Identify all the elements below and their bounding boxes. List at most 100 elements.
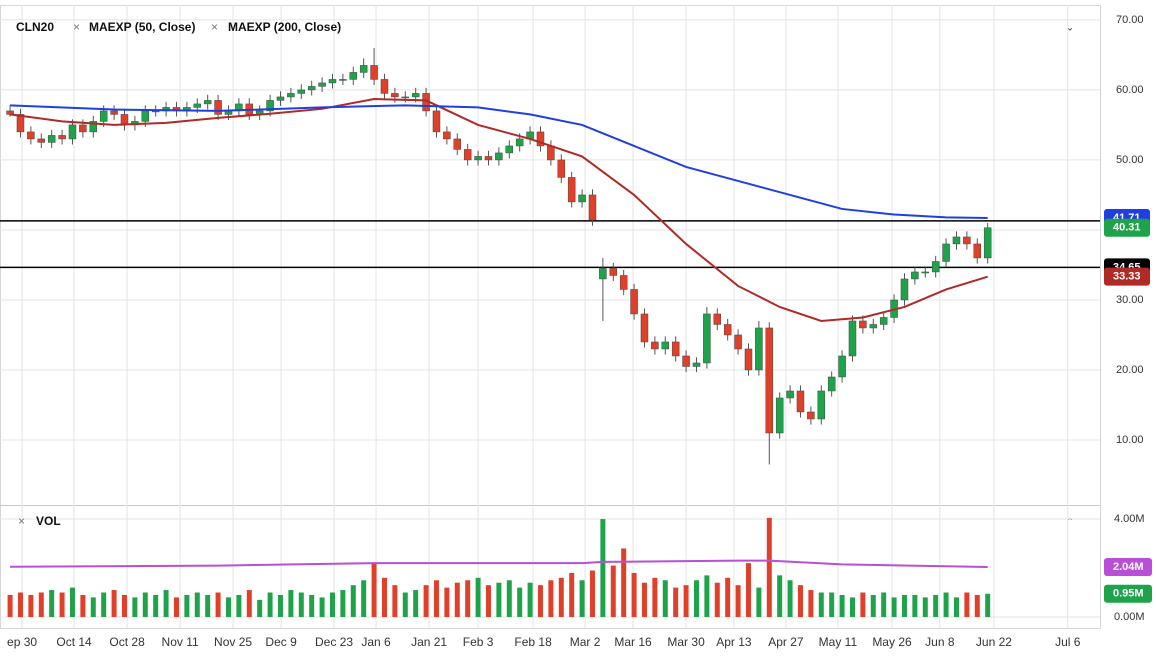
- price-tag: [1104, 558, 1152, 577]
- candle-body: [775, 397, 784, 434]
- ma-line: [9, 98, 988, 322]
- volume-bar: [579, 580, 585, 617]
- y-tick-label: 0.00M: [1114, 611, 1145, 623]
- volume-ma-line: [10, 559, 988, 569]
- remove-icon[interactable]: ×: [73, 20, 80, 34]
- symbol[interactable]: CLN20: [16, 20, 54, 34]
- volume-bar: [704, 575, 710, 617]
- candle-body: [723, 324, 732, 336]
- ma-line: [10, 104, 988, 219]
- expand-icon[interactable]: ˆ: [1068, 516, 1072, 530]
- candle-body: [755, 327, 763, 371]
- volume-bar: [641, 582, 647, 617]
- candle-body: [318, 82, 326, 87]
- y-tick-label: 30.00: [1116, 294, 1144, 306]
- candle-body: [214, 100, 222, 115]
- y-tick-label: 20.00: [1116, 364, 1144, 376]
- candle-body: [443, 131, 451, 140]
- volume-bar: [517, 587, 523, 617]
- volume-bar: [423, 585, 429, 617]
- candle-body: [141, 110, 150, 122]
- x-tick-label: Dec 9: [265, 635, 297, 649]
- x-tick-label: Mar 16: [614, 635, 652, 649]
- candle-body: [359, 65, 368, 73]
- candle-body: [765, 327, 774, 434]
- volume-bar: [309, 594, 315, 617]
- candle-body: [651, 341, 659, 350]
- candle-body: [110, 110, 118, 115]
- volume-bar: [340, 590, 346, 617]
- x-tick-label: Jan 21: [411, 635, 447, 649]
- volume-bar: [610, 565, 616, 617]
- candle-body: [952, 236, 961, 245]
- volume-bar: [818, 592, 824, 617]
- x-tick-label: May 26: [872, 635, 912, 649]
- volume-bar: [298, 592, 304, 617]
- candle-body: [89, 121, 98, 133]
- volume-bar: [943, 592, 949, 617]
- candle-body: [963, 236, 971, 245]
- price-tag: [1104, 218, 1150, 237]
- volume-bar: [132, 597, 138, 617]
- candle-body: [328, 79, 337, 84]
- legend-entry[interactable]: MAEXP (50, Close): [89, 20, 195, 34]
- volume-bar: [912, 594, 918, 617]
- candle-body: [609, 268, 618, 276]
- candle-body: [900, 278, 909, 301]
- candle-body: [515, 138, 524, 147]
- legend-entry[interactable]: MAEXP (200, Close): [228, 20, 341, 34]
- volume-bar: [829, 592, 835, 617]
- volume-bar: [787, 580, 793, 617]
- volume-bar: [59, 592, 65, 617]
- candle-body: [931, 261, 940, 273]
- volume-bar: [621, 548, 627, 617]
- candle-body: [557, 159, 566, 178]
- volume-bar: [69, 587, 75, 617]
- volume-bar: [319, 597, 325, 617]
- volume-bar: [402, 592, 408, 617]
- price-tag: [1104, 584, 1152, 603]
- price-tag-label: 0.95M: [1113, 588, 1144, 600]
- candle-body: [411, 93, 420, 98]
- volume-bar: [361, 580, 367, 617]
- x-tick-label: Nov 25: [214, 635, 252, 649]
- candle-body: [536, 131, 545, 147]
- x-tick-label: Jul 6: [1055, 635, 1081, 649]
- volume-bar: [257, 599, 263, 617]
- volume-bar: [797, 585, 803, 617]
- remove-icon[interactable]: ×: [211, 20, 218, 34]
- remove-icon[interactable]: ×: [18, 514, 25, 528]
- volume-bar: [371, 563, 377, 617]
- candle-body: [807, 411, 815, 420]
- candle-body: [859, 320, 867, 329]
- x-tick-label: Mar 2: [570, 635, 601, 649]
- volume-bar: [922, 597, 928, 617]
- candle-body: [68, 124, 77, 140]
- x-tick-label: May 11: [819, 635, 858, 649]
- candle-body: [432, 110, 441, 133]
- x-tick-label: Feb 3: [463, 635, 494, 649]
- volume-bar: [215, 592, 221, 617]
- volume-bar: [350, 585, 356, 617]
- candle-body: [692, 362, 701, 367]
- volume-bar: [392, 585, 398, 617]
- volume-bar: [839, 594, 845, 617]
- candle-body: [713, 313, 722, 325]
- candle-body: [484, 156, 493, 161]
- volume-bar: [673, 587, 679, 617]
- candle-body: [120, 114, 129, 126]
- volume-title[interactable]: VOL: [36, 514, 61, 528]
- volume-bar: [506, 580, 512, 617]
- volume-bar: [153, 594, 159, 617]
- volume-bar: [101, 592, 107, 617]
- candle-body: [401, 96, 410, 99]
- volume-bar: [808, 590, 814, 617]
- candle-body: [838, 355, 846, 378]
- x-tick-label: Feb 18: [514, 635, 552, 649]
- candle-body: [380, 79, 389, 94]
- volume-bar: [246, 590, 252, 617]
- y-tick-label: 60.00: [1116, 84, 1144, 96]
- collapse-icon[interactable]: ⌄: [1066, 23, 1074, 34]
- candle-body: [349, 72, 358, 80]
